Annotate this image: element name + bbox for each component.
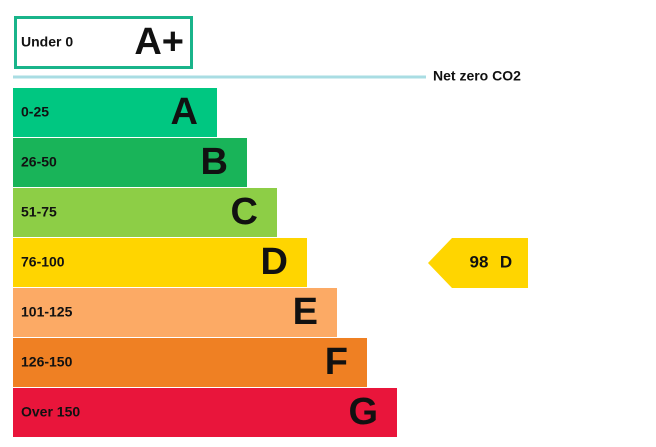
band-letter: A [171,91,198,133]
band-bar [13,138,247,187]
band-range: 101-125 [21,304,73,320]
current-letter: D [500,252,512,271]
band-bar [13,88,217,137]
band-letter: G [348,391,378,433]
band-letter: D [261,241,288,283]
band-letter: E [293,291,318,333]
band-range: 126-150 [21,354,73,370]
band-bar [13,238,307,287]
band-bar [13,188,277,237]
header-label: Under 0 [21,34,73,50]
band-range: 51-75 [21,204,57,220]
band-range: 76-100 [21,254,65,270]
header-rating: A+ [134,21,184,63]
current-arrow [428,238,528,288]
header-box [14,16,193,69]
band-bar [13,388,397,437]
band-letter: F [325,341,348,383]
current-score: 98 [470,252,489,271]
band-range: 0-25 [21,104,49,120]
band-range: Over 150 [21,404,80,420]
net-zero-label: Net zero CO2 [433,68,521,84]
band-letter: C [231,191,258,233]
band-bar [13,288,337,337]
band-bar [13,338,367,387]
band-range: 26-50 [21,154,57,170]
band-letter: B [201,141,228,183]
